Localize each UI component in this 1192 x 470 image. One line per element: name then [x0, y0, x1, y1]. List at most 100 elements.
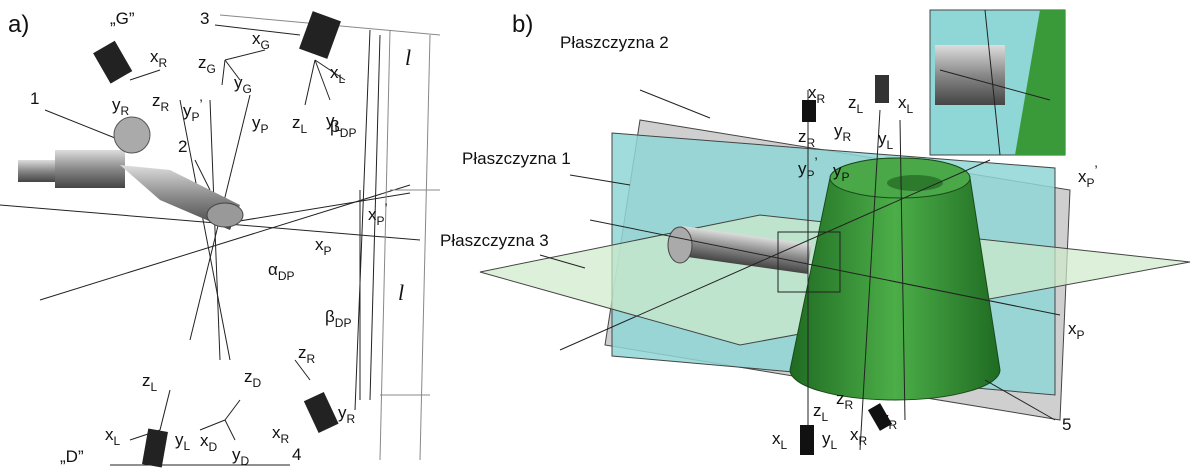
label-sub: D — [241, 454, 250, 468]
label-sub: R — [281, 432, 290, 446]
label-sub: R — [121, 104, 130, 118]
camera — [800, 425, 814, 455]
label-main: „G” — [110, 9, 135, 28]
label-sub: DP — [335, 316, 352, 330]
label: βDP — [330, 117, 356, 140]
label: zL — [142, 371, 158, 394]
line — [559, 159, 991, 351]
label-main: z — [298, 343, 307, 362]
camera — [299, 11, 341, 59]
label: xD — [200, 431, 218, 454]
leader — [539, 254, 586, 269]
label-sub: R — [347, 412, 356, 426]
label-sub: P — [1087, 176, 1095, 190]
label: xP — [315, 235, 332, 258]
label-main: z — [244, 367, 253, 386]
label-sub: L — [301, 122, 308, 136]
label-sub: D — [209, 440, 218, 454]
label: yR — [112, 95, 130, 118]
label-sub: L — [151, 380, 158, 394]
label: zL — [813, 401, 829, 424]
label: yP — [833, 161, 850, 184]
inset — [929, 9, 1066, 156]
label: l — [405, 45, 411, 70]
label-sub: P — [1077, 328, 1085, 342]
label-main: α — [268, 260, 278, 279]
arm-part — [18, 160, 58, 182]
label-main: y — [338, 403, 347, 422]
axis — [129, 69, 161, 81]
label-sub: R — [159, 56, 168, 70]
leader — [194, 159, 211, 191]
label: yR — [880, 409, 898, 432]
axis — [294, 359, 311, 381]
label-main: z — [198, 53, 207, 72]
label-prime: ’ — [1095, 162, 1098, 178]
label: xL — [898, 93, 914, 116]
label-sub: L — [781, 438, 788, 452]
inset-tool — [935, 45, 1005, 105]
label: zR — [298, 343, 316, 366]
label: αDP — [268, 260, 295, 283]
label-sub: P — [192, 110, 200, 124]
label-sub: P — [324, 244, 332, 258]
label-main: y — [252, 113, 261, 132]
line — [984, 9, 1001, 156]
label-main: x — [200, 431, 209, 450]
label-main: y — [822, 429, 831, 448]
label-main: 3 — [200, 9, 209, 28]
label-main: y — [833, 161, 842, 180]
label: zG — [198, 53, 216, 76]
label: yR — [338, 403, 356, 426]
frustum-hole — [887, 175, 943, 191]
label-main: z — [142, 371, 151, 390]
axis — [224, 399, 241, 421]
label-sub: G — [243, 82, 252, 96]
axis — [159, 389, 171, 431]
axis — [304, 59, 316, 106]
cameras — [93, 11, 341, 468]
label: yL — [175, 430, 191, 453]
axis — [199, 419, 226, 431]
leader — [214, 24, 301, 36]
label-main: z — [292, 113, 301, 132]
label-main: „D” — [60, 447, 84, 466]
camera — [875, 75, 889, 103]
label-sub: R — [859, 434, 868, 448]
label-main: β — [330, 117, 340, 136]
label-sub: P — [807, 168, 815, 182]
label: zL — [292, 113, 308, 136]
label-sub: G — [261, 38, 270, 52]
leader — [569, 174, 631, 186]
label: yP — [252, 113, 269, 136]
label-sub: DP — [278, 269, 295, 283]
label-sub: P — [842, 170, 850, 184]
label-sub: P — [377, 214, 385, 228]
dim-line — [379, 29, 391, 461]
label-sub: D — [253, 376, 262, 390]
line — [209, 99, 221, 361]
label-main: Płaszczyzna 1 — [462, 149, 571, 168]
label: 2 — [178, 137, 187, 156]
label-sub: R — [307, 352, 316, 366]
panel-b-scene — [479, 9, 1191, 455]
tool-head — [667, 226, 693, 264]
camera — [867, 403, 893, 431]
label-main: l — [398, 280, 404, 305]
label: yL — [878, 129, 894, 152]
label-main: y — [183, 101, 192, 120]
label-main: y — [798, 159, 807, 178]
label-sub: L — [831, 438, 838, 452]
label: zL — [848, 93, 864, 116]
label-sub: R — [807, 136, 816, 150]
label: 1 — [30, 89, 39, 108]
line — [0, 204, 421, 241]
label-main: y — [878, 129, 887, 148]
label-sub: R — [889, 418, 898, 432]
panel-label: a) — [8, 11, 29, 38]
line — [214, 192, 411, 226]
label-main: β — [325, 307, 335, 326]
arm-joint — [113, 116, 151, 154]
label-main: y — [112, 95, 121, 114]
